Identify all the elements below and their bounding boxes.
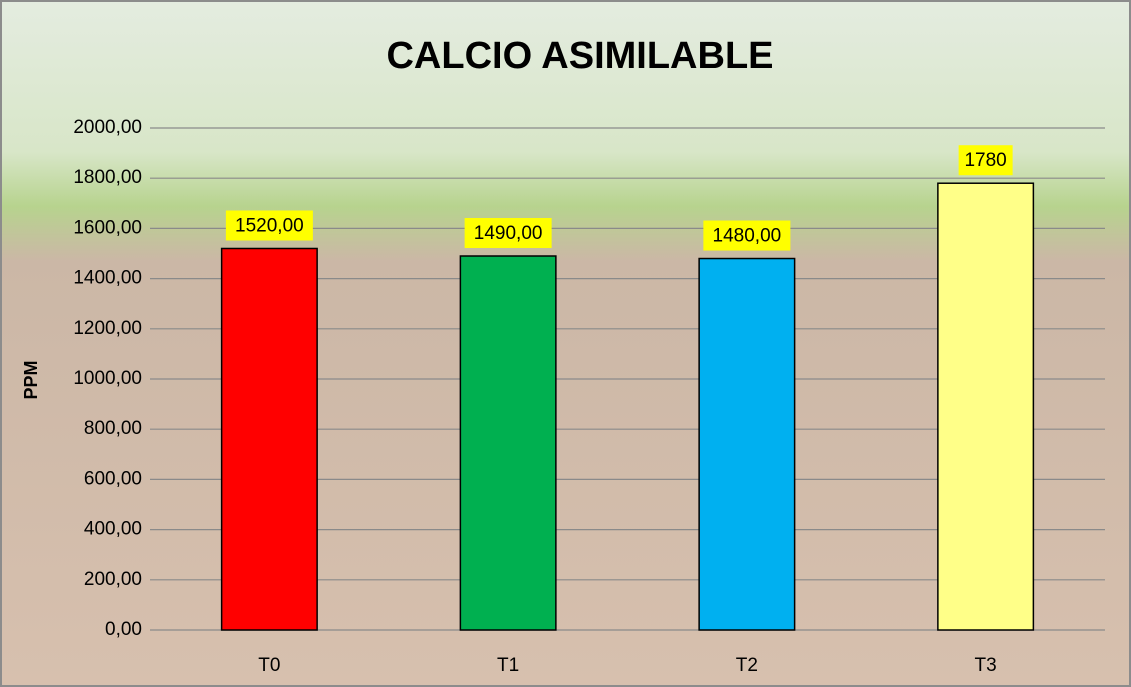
y-tick-label: 800,00 [84,418,142,439]
y-tick-label: 1800,00 [73,167,142,188]
y-tick-label: 1200,00 [73,318,142,339]
y-tick-label: 2000,00 [73,117,142,138]
y-tick-label: 600,00 [84,468,142,489]
y-axis-label: PPM [21,360,41,399]
value-label: 1520,00 [235,215,304,236]
y-tick-label: 1400,00 [73,268,142,289]
value-label: 1780 [964,150,1006,171]
value-label: 1490,00 [474,223,543,244]
y-tick-label: 0,00 [105,619,142,640]
x-tick-label: T1 [497,655,519,676]
bar [460,256,556,630]
y-tick-label: 1600,00 [73,217,142,238]
bar [699,259,795,630]
value-label: 1480,00 [713,226,782,247]
bar [938,183,1034,630]
page: CALCIO ASIMILABLE PPM 0,00 200,00 400,00 60… [0,0,1131,687]
bar [222,248,318,630]
x-tick-label: T0 [258,655,280,676]
y-tick-label: 200,00 [84,569,142,590]
chart-title: CALCIO ASIMILABLE [386,35,773,77]
x-tick-label: T2 [736,655,758,676]
y-tick-label: 1000,00 [73,368,142,389]
y-tick-label: 400,00 [84,519,142,540]
x-tick-label: T3 [975,655,997,676]
chart: CALCIO ASIMILABLE PPM 0,00 200,00 400,00 60… [0,0,1131,687]
